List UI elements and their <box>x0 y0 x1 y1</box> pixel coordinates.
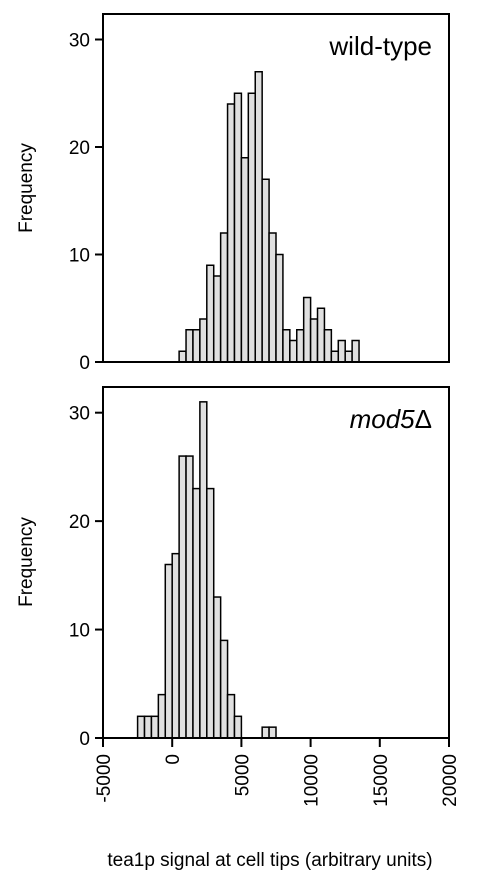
bottom-histogram-bar <box>268 726 277 739</box>
bottom-panel-label: mod5Δ <box>350 404 432 434</box>
bottom-histogram-bar <box>192 487 201 739</box>
bottom-histogram-bar <box>178 455 187 739</box>
x-axis-label: tea1p signal at cell tips (arbitrary uni… <box>107 850 432 871</box>
top-y-tick-label: 20 <box>69 138 90 159</box>
x-tick-label: 10000 <box>302 754 323 807</box>
bottom-histogram-bar <box>226 693 236 739</box>
top-histogram-bar <box>254 71 263 363</box>
top-histogram-bar <box>219 232 229 363</box>
bottom-histogram-bar <box>185 455 194 739</box>
bottom-histogram-bar <box>219 639 229 739</box>
top-histogram-bar <box>337 339 346 363</box>
x-tick-label: -5000 <box>94 754 115 803</box>
bottom-histogram-bar <box>150 715 160 739</box>
top-histogram-bar <box>316 307 326 363</box>
top-panel: 0 10 20 30 wild-type Frequency <box>16 13 450 374</box>
bottom-bars <box>103 401 449 739</box>
top-histogram-bar <box>296 329 305 363</box>
bottom-histogram-bar <box>212 596 222 739</box>
top-histogram-bar <box>206 264 215 363</box>
bottom-y-axis-label: Frequency <box>16 517 37 607</box>
bottom-histogram-bar <box>164 563 173 739</box>
bottom-y-tick-label: 30 <box>69 404 90 425</box>
top-histogram-bar <box>185 329 194 363</box>
top-histogram-bar <box>226 103 236 363</box>
top-histogram-bar <box>275 253 284 363</box>
top-histogram-bar <box>309 318 319 363</box>
top-y-tick-label: 0 <box>79 353 90 374</box>
bottom-y-tick-label: 10 <box>69 621 90 642</box>
x-tick-label: 20000 <box>440 754 461 807</box>
top-panel-label: wild-type <box>328 31 432 61</box>
top-bars <box>103 71 449 363</box>
top-histogram-bar <box>261 178 270 363</box>
bottom-y-tick-label: 0 <box>79 729 90 750</box>
top-histogram-bar <box>302 296 312 363</box>
top-histogram-bar <box>212 275 222 363</box>
top-histogram-bar <box>192 329 201 363</box>
bottom-y-tick-label: 20 <box>69 512 90 533</box>
bottom-histogram-bar <box>143 715 153 739</box>
bottom-histogram-bar <box>206 487 215 739</box>
x-tick-label: 5000 <box>232 754 253 796</box>
top-y-tick-label: 10 <box>69 246 90 267</box>
top-histogram-bar <box>282 329 291 363</box>
bottom-y-axis: 0 10 20 30 <box>69 404 103 750</box>
top-histogram-bar <box>323 329 333 363</box>
top-histogram-bar <box>330 350 340 363</box>
bottom-histogram-bar <box>157 693 167 739</box>
top-y-tick-label: 30 <box>69 31 90 52</box>
x-axis: -5000 0 5000 10000 15000 20000 <box>94 738 461 807</box>
x-tick-label: 0 <box>163 754 184 765</box>
top-histogram-bar <box>247 92 256 363</box>
top-histogram-bar <box>344 350 353 363</box>
top-histogram-bar <box>233 92 243 363</box>
top-y-axis-label: Frequency <box>16 143 37 233</box>
top-histogram-bar <box>178 350 187 363</box>
top-histogram-bar <box>268 232 277 363</box>
bottom-histogram-bar <box>199 401 208 739</box>
delta-symbol: Δ <box>415 404 432 434</box>
bottom-histogram-bar <box>136 715 146 739</box>
mod5-label: mod5 <box>350 404 416 434</box>
bottom-histogram-bar <box>261 726 270 739</box>
top-histogram-bar <box>240 157 250 363</box>
top-histogram-bar <box>199 318 208 363</box>
bottom-histogram-bar <box>171 552 180 739</box>
bottom-histogram-bar <box>233 715 243 739</box>
top-y-axis: 0 10 20 30 <box>69 31 103 374</box>
top-histogram-bar <box>289 339 298 363</box>
bottom-plot-frame <box>102 386 450 739</box>
x-tick-label: 15000 <box>371 754 392 807</box>
top-histogram-bar <box>351 339 360 363</box>
